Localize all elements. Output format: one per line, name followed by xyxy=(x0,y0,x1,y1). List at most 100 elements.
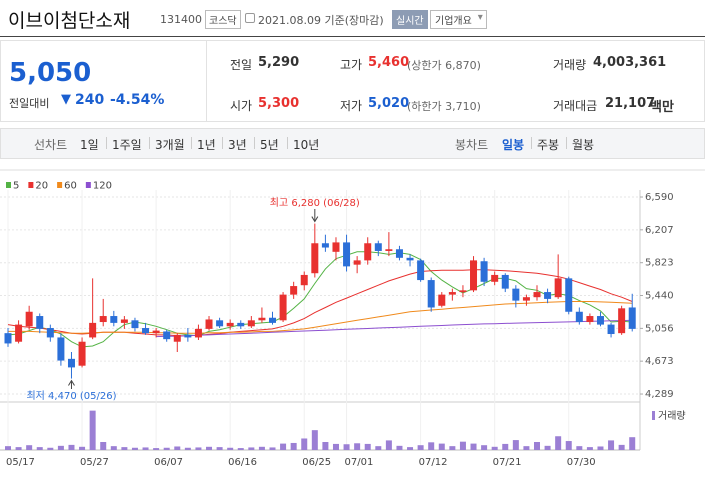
summary-value: 4,003,361 xyxy=(593,55,667,70)
candle-body xyxy=(4,333,12,344)
volume-bar xyxy=(290,442,297,450)
y-tick-label: 6,590 xyxy=(645,192,674,203)
period-tab[interactable]: 1년 xyxy=(197,138,216,152)
volume-bar xyxy=(89,410,96,450)
tab-separator xyxy=(191,137,192,149)
annotation: 최저 4,470 (05/26) xyxy=(26,390,116,402)
volume-bar xyxy=(449,446,456,450)
candle-body xyxy=(131,320,139,329)
period-tab[interactable]: 10년 xyxy=(293,138,320,152)
legend-label: 20 xyxy=(35,181,48,192)
volume-bar xyxy=(142,447,149,450)
summary-value: 5,460 xyxy=(368,55,410,70)
legend-swatch xyxy=(6,182,11,188)
x-tick-label: 06/16 xyxy=(228,457,257,468)
legend-swatch xyxy=(85,182,91,188)
summary-label: 고가 xyxy=(340,58,363,72)
volume-bar xyxy=(375,446,382,450)
candle-body xyxy=(522,297,530,301)
tab-separator xyxy=(222,137,223,149)
volume-bar xyxy=(68,444,75,450)
summary-divider xyxy=(206,40,207,122)
candle-body xyxy=(99,316,107,323)
candle-body xyxy=(110,316,118,323)
candle-body xyxy=(459,290,467,293)
ma-line xyxy=(156,319,633,338)
volume-bar xyxy=(57,445,64,450)
summary-value: 5,020 xyxy=(368,96,410,111)
candle-body xyxy=(491,274,499,282)
candle-tab[interactable]: 월봉 xyxy=(572,138,595,152)
candle-body xyxy=(343,242,351,267)
stock-code: 131400 xyxy=(160,13,202,26)
x-tick-label: 07/01 xyxy=(345,457,374,468)
volume-bar xyxy=(354,443,361,450)
volume-bar xyxy=(110,446,117,450)
x-tick-label: 05/17 xyxy=(6,457,35,468)
volume-bar xyxy=(629,437,636,450)
candle-body xyxy=(406,257,414,261)
stock-name: 이브이첨단소재 xyxy=(8,10,131,32)
volume-bar xyxy=(301,438,308,450)
candle-body xyxy=(25,311,33,327)
candle-body xyxy=(67,358,75,368)
volume-bar xyxy=(100,442,107,450)
volume-bar xyxy=(131,447,138,450)
volume-bar xyxy=(216,447,223,450)
candle-body xyxy=(448,292,456,295)
candle-tab[interactable]: 주봉 xyxy=(537,138,560,152)
summary-note: (하한가 3,710) xyxy=(407,100,481,113)
volume-bar xyxy=(544,445,551,450)
summary-label: 전일 xyxy=(230,58,253,72)
annotation: 최고 6,280 (06/28) xyxy=(270,197,360,209)
period-tab[interactable]: 5년 xyxy=(260,138,279,152)
volume-bar xyxy=(322,442,329,450)
volume-bar xyxy=(332,443,339,450)
candle-body xyxy=(533,292,541,298)
volume-bar xyxy=(174,446,181,450)
y-tick-label: 4,289 xyxy=(645,389,674,400)
current-price: 5,050 xyxy=(9,58,92,88)
candle-body xyxy=(501,274,509,289)
period-tab[interactable]: 3년 xyxy=(228,138,247,152)
period-tab[interactable]: 3개월 xyxy=(155,138,185,152)
clock-icon xyxy=(245,13,255,23)
candle-body xyxy=(395,249,403,258)
change: 240 xyxy=(75,92,105,108)
period-tab[interactable]: 1일 xyxy=(80,138,99,152)
change-rate: -4.54% xyxy=(110,92,165,108)
annotation-arrowhead xyxy=(68,379,75,386)
volume-bar xyxy=(195,447,202,450)
candle-body xyxy=(247,320,255,327)
candle-body xyxy=(607,324,615,335)
candle-body xyxy=(120,319,128,323)
legend-swatch xyxy=(57,182,63,188)
volume-bar xyxy=(512,440,519,450)
down-arrow: ▼ xyxy=(61,92,71,107)
candle-body xyxy=(417,260,425,281)
company-info-button[interactable]: 기업개요 ▾ xyxy=(430,10,487,29)
annotation-arrowhead xyxy=(311,216,319,223)
volume-bar xyxy=(459,441,466,450)
x-tick-label: 07/12 xyxy=(419,457,448,468)
summary-unit: 백만 xyxy=(650,100,674,115)
realtime-button[interactable]: 실시간 xyxy=(392,10,428,29)
candle-body xyxy=(311,243,319,274)
candle-tab[interactable]: 일봉 xyxy=(502,138,525,152)
volume-bar xyxy=(36,447,43,450)
volume-bar xyxy=(364,443,371,450)
volume-bar xyxy=(618,444,625,450)
volume-label: 거래량 xyxy=(658,410,686,422)
candle-body xyxy=(470,260,478,291)
tab-separator xyxy=(287,137,288,149)
period-tab[interactable]: 1주일 xyxy=(112,138,142,152)
y-tick-label: 4,673 xyxy=(645,356,674,367)
volume-bar xyxy=(227,447,234,450)
volume-bar xyxy=(417,445,424,450)
candle-body xyxy=(364,243,372,261)
legend-swatch xyxy=(28,182,34,188)
y-tick-label: 5,440 xyxy=(645,290,674,301)
candle-body xyxy=(332,242,340,252)
candle-body xyxy=(300,274,308,286)
